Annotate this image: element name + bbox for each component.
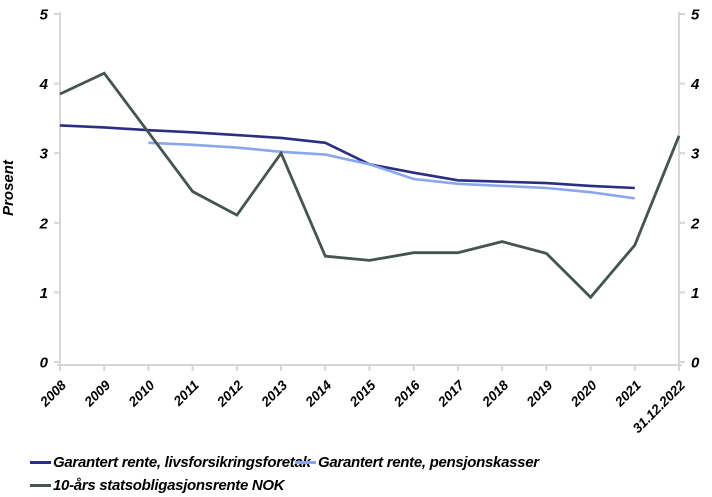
x-tick-label: 2009 — [81, 377, 114, 410]
x-tick-label: 2021 — [611, 378, 644, 411]
y-tick-label-left: 4 — [39, 76, 49, 93]
legend-swatch-livsforsikringsforetak — [30, 461, 51, 464]
legend-row: Garantert rente, livsforsikringsforetak … — [30, 451, 690, 474]
series-layer — [59, 71, 681, 300]
y-tick-label-left: 1 — [40, 285, 48, 302]
legend-row: 10-års statsobligasjonsrente NOK — [30, 474, 690, 497]
x-tick-label: 2017 — [434, 376, 468, 410]
legend-item-pensjonskasser: Garantert rente, pensjonskasser — [295, 454, 539, 471]
x-tick-label: 2019 — [523, 377, 556, 410]
y-tick-label-right: 0 — [691, 355, 700, 372]
x-tick-label: 2008 — [37, 377, 70, 410]
line-chart: Prosent 0 0 1 1 2 2 3 3 4 4 5 5 2008 2009 2010 2011 2012… — [0, 7, 700, 436]
legend-item-statsobligasjonsrente: 10-års statsobligasjonsrente NOK — [30, 477, 295, 494]
series-line-2 — [59, 71, 681, 300]
y-tick-label-right: 1 — [691, 285, 699, 302]
x-tick-label: 2012 — [213, 377, 246, 410]
x-tick-label: 2011 — [170, 378, 202, 410]
legend-swatch-pensjonskasser — [295, 461, 316, 464]
x-tick-label: 2016 — [390, 377, 423, 410]
y-axis-title: Prosent — [0, 159, 17, 216]
x-tick-label: 2014 — [302, 377, 335, 410]
legend-item-livsforsikringsforetak: Garantert rente, livsforsikringsforetak — [30, 454, 311, 471]
legend: Garantert rente, livsforsikringsforetak … — [30, 451, 690, 497]
legend-swatch-statsobligasjonsrente — [30, 484, 51, 487]
x-tick-label: 2018 — [479, 377, 512, 410]
legend-label: 10-års statsobligasjonsrente NOK — [53, 477, 285, 494]
x-tick-label: 2013 — [258, 377, 291, 410]
x-tick-label: 2020 — [567, 377, 600, 410]
axis-layer: 0 0 1 1 2 2 3 3 4 4 5 5 2008 2009 2010 2011 2012 2013 2014… — [37, 7, 700, 436]
y-tick-label-right: 4 — [690, 76, 700, 93]
y-tick-label-left: 2 — [39, 215, 49, 232]
legend-label: Garantert rente, livsforsikringsforetak — [53, 454, 311, 471]
x-tick-label: 2010 — [125, 377, 158, 410]
y-tick-label-left: 3 — [40, 146, 49, 163]
y-tick-label-right: 2 — [690, 215, 700, 232]
series-line-0 — [59, 124, 635, 190]
y-tick-label-right: 5 — [691, 7, 700, 24]
legend-label: Garantert rente, pensjonskasser — [318, 454, 539, 471]
y-tick-label-left: 0 — [40, 355, 49, 372]
series-line-1 — [148, 141, 635, 200]
x-tick-label: 2015 — [346, 377, 379, 410]
y-tick-label-left: 5 — [40, 7, 49, 24]
y-tick-label-right: 3 — [691, 146, 700, 163]
